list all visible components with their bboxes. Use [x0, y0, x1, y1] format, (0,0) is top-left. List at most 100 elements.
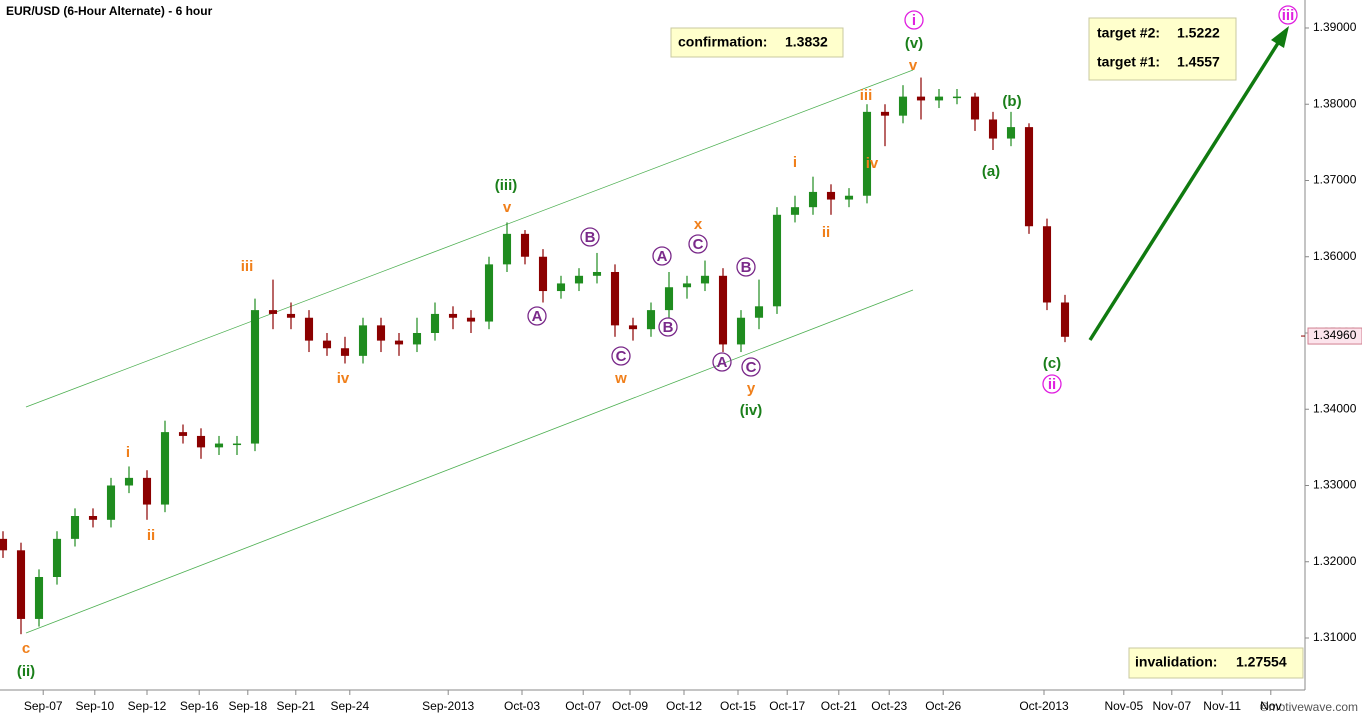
note-box [1088, 17, 1237, 81]
candle-body [736, 317, 746, 345]
wave-label: iv [866, 155, 879, 172]
last-price-label: 1.34960 [1313, 328, 1357, 342]
candle-body [952, 96, 962, 99]
wave-circle [736, 257, 756, 277]
candle-body [0, 538, 8, 551]
x-tick-label: Sep-07 [24, 699, 63, 713]
wave-label: C [746, 359, 757, 376]
x-tick-label: Sep-21 [276, 699, 315, 713]
wave-circle [527, 306, 547, 326]
candle-body [340, 348, 350, 356]
x-tick-label: Oct-12 [666, 699, 702, 713]
candle-body [232, 443, 242, 446]
y-tick-label: 1.39000 [1313, 20, 1357, 34]
note-value: 1.3832 [785, 34, 828, 50]
channel-upper [25, 69, 914, 408]
wave-label: i [912, 12, 916, 29]
note-value: 1.27554 [1236, 654, 1287, 670]
candle-body [484, 264, 494, 322]
candle-body [124, 477, 134, 486]
candle-body [934, 96, 944, 101]
wave-label: A [657, 248, 668, 265]
note-box [670, 27, 844, 58]
wave-label: B [663, 319, 674, 336]
candle-body [34, 576, 44, 619]
x-tick-label: Sep-12 [128, 699, 167, 713]
candle-body [718, 275, 728, 345]
candle-body [106, 485, 116, 520]
x-tick-label: Oct-21 [821, 699, 857, 713]
wave-label: i [126, 444, 130, 461]
wave-circle [611, 346, 631, 366]
candle-body [700, 275, 710, 284]
x-tick-label: Oct-2013 [1019, 699, 1069, 713]
x-tick-label: Oct-15 [720, 699, 756, 713]
wave-label: (a) [982, 163, 1000, 180]
wave-label: x [694, 216, 703, 233]
wave-label: i [793, 154, 797, 171]
wave-label: ii [822, 224, 830, 241]
x-tick-label: Nov [1260, 699, 1281, 713]
wave-label: v [909, 57, 918, 74]
wave-label: iv [337, 370, 350, 387]
candle-body [88, 515, 98, 520]
wave-circle [741, 357, 761, 377]
target-box: target #2: 1.5222 target #1: 1.4557 [1088, 17, 1237, 81]
candle-body [412, 332, 422, 345]
x-tick-label: Sep-16 [180, 699, 219, 713]
note-value: 1.5222 [1177, 25, 1220, 41]
candle-body [1042, 226, 1052, 303]
candle-body [898, 96, 908, 116]
candle-body [1024, 127, 1034, 227]
candle-body [250, 310, 260, 444]
candle-body [1006, 127, 1016, 139]
arrow-head [1271, 26, 1289, 48]
x-tick-label: Nov-11 [1203, 699, 1241, 713]
y-tick-label: 1.34000 [1313, 401, 1357, 415]
wave-label: ii [147, 527, 155, 544]
y-tick-label: 1.32000 [1313, 554, 1357, 568]
wave-label: B [585, 229, 596, 246]
watermark: ©motivewave.com [1260, 700, 1358, 714]
candle-body [16, 550, 26, 619]
wave-label: (b) [1002, 93, 1021, 110]
x-tick-label: Nov-05 [1104, 699, 1143, 713]
wave-label: (v) [905, 35, 923, 52]
wave-circle [658, 317, 678, 337]
x-tick-label: Oct-09 [612, 699, 648, 713]
candle-body [628, 325, 638, 330]
candle-body [178, 432, 188, 436]
candle-body [448, 313, 458, 318]
candle-body [394, 340, 404, 345]
candle-body [286, 313, 296, 318]
wave-label: iii [1282, 7, 1295, 24]
candle-body [862, 111, 872, 196]
wave-label: A [717, 354, 728, 371]
candle-body [520, 233, 530, 257]
candle-body [916, 96, 926, 101]
wave-label: (c) [1043, 355, 1061, 372]
candle-body [70, 515, 80, 539]
candle-body [790, 207, 800, 215]
candle-body [268, 310, 278, 314]
candle-body [430, 313, 440, 333]
projection-arrow [1088, 39, 1282, 341]
candle-body [376, 325, 386, 341]
candle-body [214, 443, 224, 448]
wave-label: (ii) [17, 663, 35, 680]
wave-label: c [22, 640, 30, 657]
note-label: invalidation: [1135, 654, 1217, 670]
x-tick-label: Nov-07 [1152, 699, 1191, 713]
candle-body [808, 191, 818, 208]
wave-label: (iv) [740, 402, 763, 419]
candle-body [196, 435, 206, 448]
x-tick-label: Oct-03 [504, 699, 540, 713]
x-tick-label: Sep-10 [75, 699, 114, 713]
wave-label: C [693, 236, 704, 253]
note-label: target #1: [1097, 54, 1160, 70]
x-tick-label: Sep-24 [330, 699, 369, 713]
wave-circle [652, 246, 672, 266]
wave-label: A [532, 308, 543, 325]
chart-title: EUR/USD (6-Hour Alternate) - 6 hour [6, 4, 213, 18]
